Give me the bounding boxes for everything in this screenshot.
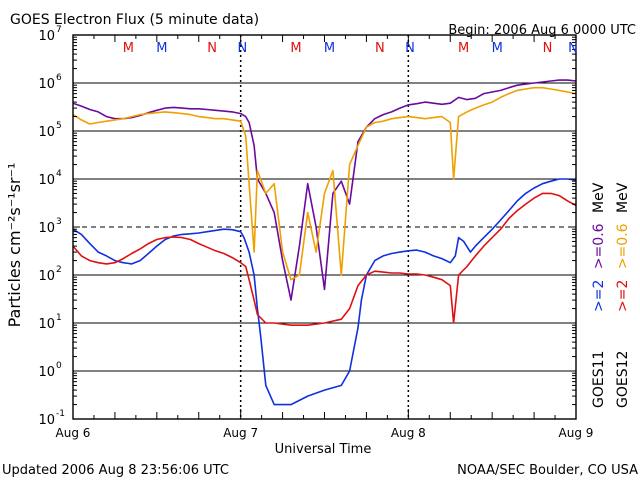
marker-n-goes11: N — [237, 41, 247, 56]
x-tick-label: Aug 6 — [56, 426, 91, 440]
x-tick-label: Aug 8 — [391, 426, 426, 440]
y-tick-exponent: 5 — [56, 121, 62, 131]
marker-m-goes12: M — [290, 41, 301, 56]
y-tick-exponent: 1 — [56, 313, 62, 323]
legend-mev-unit-a: MeV — [591, 182, 607, 213]
updated-timestamp: Updated 2006 Aug 8 23:56:06 UTC — [2, 463, 229, 478]
legend-goes12-2mev: >=2 — [615, 280, 631, 312]
chart-title: GOES Electron Flux (5 minute data) — [10, 12, 259, 28]
marker-n-goes11: N — [405, 41, 415, 56]
legend-mev-unit-b: MeV — [615, 182, 631, 213]
x-tick-label: Aug 7 — [223, 426, 258, 440]
series-line-goes12-0-6-mev — [72, 86, 577, 281]
marker-n-goes12: N — [543, 41, 553, 56]
series-line-goes11-0-6-mev — [72, 79, 577, 301]
y-tick-label: 10 — [38, 77, 55, 92]
y-tick-base: 10 — [38, 173, 55, 188]
y-tick-exponent: 0 — [56, 361, 62, 371]
y-tick-exponent: 7 — [56, 25, 62, 35]
svg-text:>=2 >=0.6 MeV: >=2 >=0.6 MeV — [615, 182, 631, 312]
y-tick-label: 10 — [38, 29, 55, 44]
series-group — [72, 79, 577, 406]
marker-m-goes12: M — [123, 41, 134, 56]
y-tick-label: 10 — [38, 413, 55, 428]
y-tick-base: 10 — [38, 413, 55, 428]
y-tick-base: 10 — [38, 365, 55, 380]
svg-text:>=2 >=0.6 MeV: >=2 >=0.6 MeV — [591, 182, 607, 312]
series-line-goes12-2-mev — [72, 192, 577, 326]
legend-goes11: GOES11 — [591, 351, 607, 408]
y-tick-base: 10 — [38, 77, 55, 92]
marker-m-goes12: M — [458, 41, 469, 56]
y-tick-base: 10 — [38, 29, 55, 44]
legend-goes12-06mev: >=0.6 — [615, 223, 631, 269]
day-dividers — [239, 35, 410, 419]
y-tick-label: 10 — [38, 125, 55, 140]
marker-m-goes11: M — [324, 41, 335, 56]
series-line-goes11-2-mev — [72, 178, 577, 406]
marker-m-goes11: M — [492, 41, 503, 56]
begin-time-label: Begin: 2006 Aug 6 0000 UTC — [448, 23, 636, 38]
y-tick-label: 10 — [38, 221, 55, 236]
y-axis-label: Particles cm⁻²s⁻¹sr⁻¹ — [5, 163, 24, 328]
y-tick-label: 10 — [38, 317, 55, 332]
marker-n-goes12: N — [375, 41, 385, 56]
y-tick-base: 10 — [38, 317, 55, 332]
x-tick-label: Aug 9 — [559, 426, 594, 440]
y-tick-exponent: 4 — [56, 169, 62, 179]
y-tick-exponent: 3 — [56, 217, 62, 227]
y-tick-base: 10 — [38, 125, 55, 140]
legend: >=2 >=0.6 MeV >=2 >=0.6 MeV GOES11 GOES1… — [591, 182, 631, 408]
legend-goes12: GOES12 — [615, 351, 631, 408]
x-axis-ticks: Aug 6 Aug 7 Aug 8 Aug 9 — [56, 35, 594, 440]
y-tick-base: 10 — [38, 221, 55, 236]
y-tick-label: 10 — [38, 173, 55, 188]
marker-m-goes11: M — [156, 41, 167, 56]
y-tick-exponent: 6 — [56, 73, 62, 83]
grid-lines — [73, 82, 576, 372]
marker-n-goes12: N — [207, 41, 217, 56]
y-tick-base: 10 — [38, 269, 55, 284]
marker-n-goes11: N — [568, 41, 578, 56]
legend-goes11-06mev: >=0.6 — [591, 223, 607, 269]
credit-text: NOAA/SEC Boulder, CO USA — [457, 463, 638, 478]
x-axis-label: Universal Time — [275, 442, 372, 457]
y-tick-label: 10 — [38, 269, 55, 284]
legend-goes11-2mev: >=2 — [591, 280, 607, 312]
y-tick-label: 10 — [38, 365, 55, 380]
y-tick-exponent: -1 — [56, 409, 65, 419]
y-tick-exponent: 2 — [56, 265, 62, 275]
